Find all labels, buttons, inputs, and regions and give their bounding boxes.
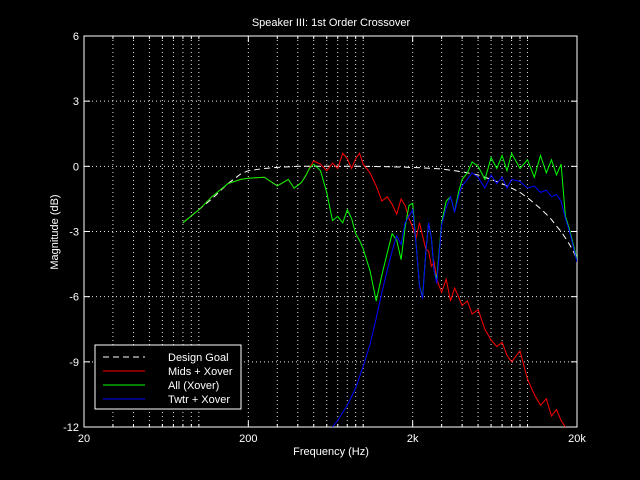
legend-entry: All (Xover) bbox=[168, 380, 219, 392]
y-tick-label: -12 bbox=[63, 422, 79, 434]
x-tick-label: 200 bbox=[239, 433, 257, 445]
series-line-3 bbox=[332, 172, 577, 427]
y-tick-label: -9 bbox=[69, 357, 79, 369]
y-tick-label: 0 bbox=[73, 161, 79, 173]
legend-entry: Twtr + Xover bbox=[168, 394, 230, 406]
y-tick-label: 6 bbox=[73, 31, 79, 43]
legend-box bbox=[94, 344, 242, 410]
y-axis-label: Magnitude (dB) bbox=[49, 194, 61, 269]
series-layer bbox=[182, 151, 577, 427]
series-line-0 bbox=[182, 165, 577, 260]
axis-tick-labels: 20 200 2k 20k -12 -9 -6 -3 0 3 6 bbox=[63, 31, 586, 445]
x-tick-label: 20k bbox=[568, 433, 586, 445]
legend: Design Goal Mids + Xover All (Xover) Twtr +… bbox=[94, 344, 242, 410]
y-tick-label: 3 bbox=[73, 96, 79, 108]
legend-entry: Mids + Xover bbox=[168, 366, 233, 378]
chart-title: Speaker III: 1st Order Crossover bbox=[252, 17, 411, 29]
y-tick-label: -6 bbox=[69, 292, 79, 304]
x-tick-label: 20 bbox=[78, 433, 90, 445]
x-axis-label: Frequency (Hz) bbox=[293, 446, 369, 458]
legend-entry: Design Goal bbox=[168, 352, 229, 364]
x-tick-label: 2k bbox=[407, 433, 419, 445]
y-tick-label: -3 bbox=[69, 227, 79, 239]
axis-ticks bbox=[83, 35, 578, 428]
